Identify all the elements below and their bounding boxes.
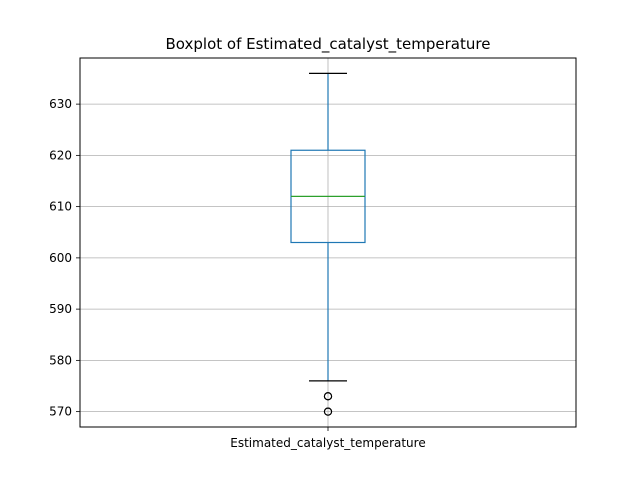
y-tick-label-1: 580 — [49, 353, 72, 367]
y-tick-label-6: 630 — [49, 97, 72, 111]
x-tick-label-0: Estimated_catalyst_temperature — [230, 436, 425, 450]
axes: 570 580 590 600 610 620 630 — [49, 97, 329, 431]
y-tick-label-3: 600 — [49, 251, 72, 265]
outlier-point-1 — [323, 392, 333, 401]
y-tick-label-2: 590 — [49, 302, 72, 316]
plot-area — [290, 72, 366, 416]
y-tick-label-4: 610 — [49, 200, 72, 214]
outlier-point-3 — [323, 407, 333, 416]
y-tick-label-5: 620 — [49, 148, 72, 162]
y-tick-label-0: 570 — [49, 405, 72, 419]
chart-title: Boxplot of Estimated_catalyst_temperatur… — [166, 35, 491, 54]
